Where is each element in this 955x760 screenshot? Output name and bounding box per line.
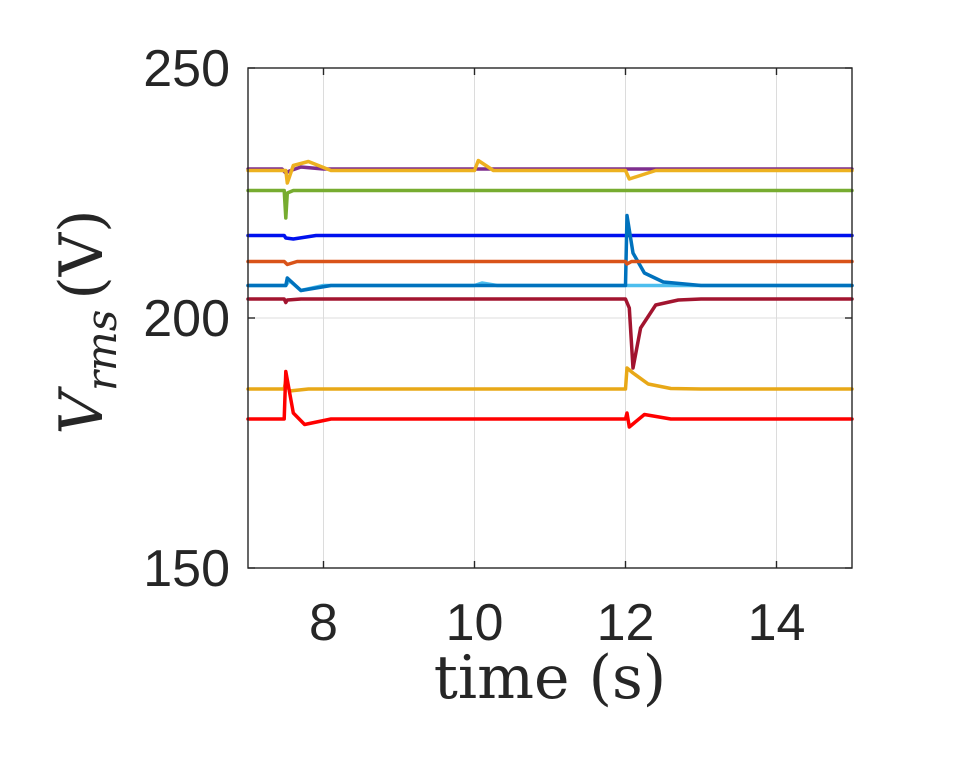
series-group <box>246 158 854 429</box>
series-line-3 <box>246 188 854 220</box>
y-axis-label: Vrms (V) <box>47 210 126 435</box>
tick-labels: 8 10 12 14 150 200 250 <box>143 40 805 652</box>
x-tick-label: 10 <box>446 594 504 652</box>
svg-text:Vrms(V): Vrms (V) <box>47 210 126 435</box>
series-line-7 <box>246 297 854 370</box>
y-axis-label-sub: rms <box>77 310 126 391</box>
y-axis-label-unit: (V) <box>47 210 117 300</box>
series-line-6 <box>246 213 854 293</box>
series-line-10 <box>246 369 854 429</box>
y-tick-label: 150 <box>143 540 230 598</box>
x-tick-label: 12 <box>597 594 655 652</box>
y-tick-label: 200 <box>143 290 230 348</box>
x-axis-label: time (s) <box>434 643 666 713</box>
y-tick-label: 250 <box>143 40 230 98</box>
series-line-4 <box>246 233 854 241</box>
y-axis-label-var: V <box>47 385 117 434</box>
series-line-2 <box>246 158 854 185</box>
x-tick-label: 8 <box>309 594 338 652</box>
x-tick-label: 14 <box>748 594 806 652</box>
ticks <box>248 67 852 569</box>
series-line-8 <box>246 259 854 267</box>
